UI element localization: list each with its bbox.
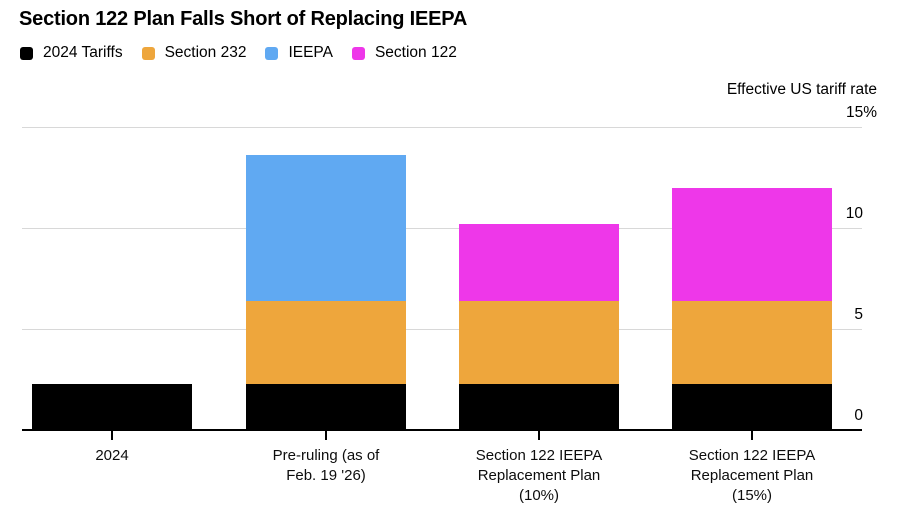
black-square-swatch-icon xyxy=(20,46,33,60)
legend-item: IEEPA xyxy=(265,44,333,62)
bar-segment-ieepa xyxy=(246,155,406,301)
bar-segment-section-122 xyxy=(459,223,619,301)
legend-label: IEEPA xyxy=(288,44,333,61)
legend-item: Section 232 xyxy=(141,44,247,62)
blue-square-swatch-icon xyxy=(265,46,279,60)
bar-segment-section-232 xyxy=(672,300,832,384)
x-tick-mark xyxy=(325,431,327,440)
y-tick-label: 0 xyxy=(854,407,863,424)
x-tick-mark xyxy=(111,431,113,440)
y-tick-label: 15% xyxy=(845,104,877,121)
y-tick-label: 10 xyxy=(845,205,863,222)
bar-segment-2024-tariffs xyxy=(459,383,619,430)
y-tick-label: 5 xyxy=(854,306,863,323)
x-tick-label: 2024 xyxy=(95,447,129,464)
gridline xyxy=(22,228,862,229)
x-tick-label: Section 122 IEEPA Replacement Plan (15%) xyxy=(688,447,816,504)
x-tick-label: Section 122 IEEPA Replacement Plan (10%) xyxy=(475,447,603,504)
magenta-square-swatch-icon xyxy=(351,46,365,60)
x-tick-label: Pre-ruling (as of Feb. 19 '26) xyxy=(272,447,380,484)
x-axis-baseline xyxy=(22,429,862,431)
x-tick-mark xyxy=(751,431,753,440)
chart-legend: 2024 Tariffs Section 232 IEEPA Section 122 xyxy=(20,44,457,62)
bar-segment-section-232 xyxy=(459,300,619,384)
y-axis-title: Effective US tariff rate xyxy=(726,81,877,98)
gridline xyxy=(22,329,862,330)
legend-label: Section 232 xyxy=(164,44,247,61)
legend-label: Section 122 xyxy=(374,44,457,61)
chart-title: Section 122 Plan Falls Short of Replacin… xyxy=(19,8,468,30)
bar-segment-section-122 xyxy=(672,187,832,301)
x-tick-mark xyxy=(538,431,540,440)
bar-segment-2024-tariffs xyxy=(32,383,192,430)
bar-segment-section-232 xyxy=(246,300,406,384)
legend-item: 2024 Tariffs xyxy=(20,44,123,62)
legend-item: Section 122 xyxy=(351,44,457,62)
bar-segment-2024-tariffs xyxy=(246,383,406,430)
orange-square-swatch-icon xyxy=(141,46,155,60)
gridline xyxy=(22,127,862,128)
legend-label: 2024 Tariffs xyxy=(43,44,123,61)
bar-segment-2024-tariffs xyxy=(672,383,832,430)
